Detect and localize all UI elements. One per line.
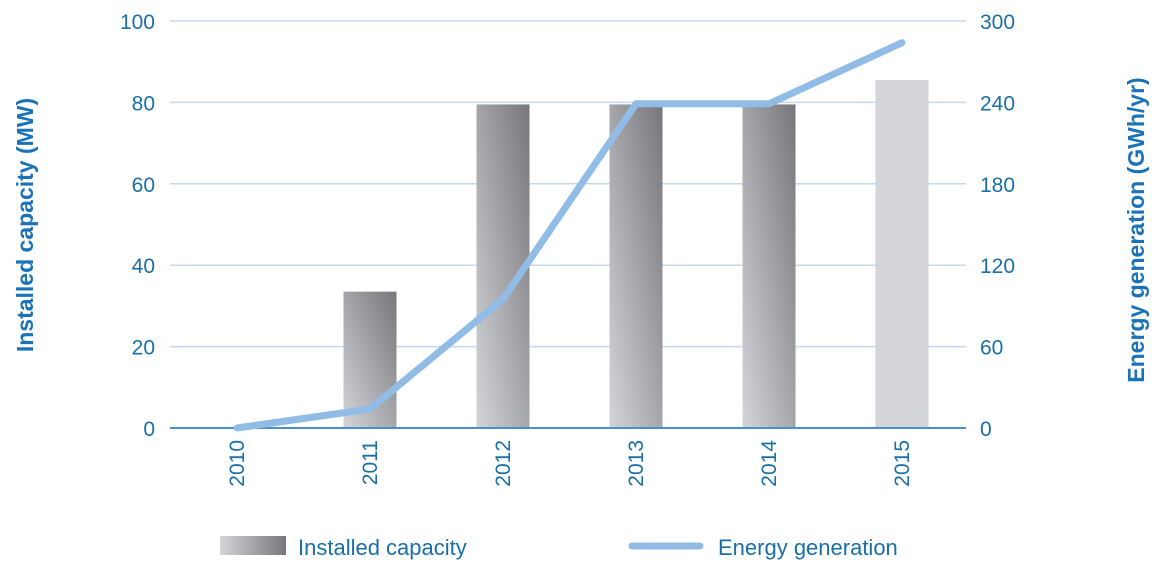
right-axis-title: Energy generation (GWh/yr) — [1123, 77, 1149, 382]
category-label-2013: 2013 — [625, 440, 648, 487]
bars — [343, 80, 929, 428]
bar-2013 — [609, 104, 663, 428]
legend-swatch-installed-capacity — [220, 536, 286, 555]
bar-2015 — [875, 80, 929, 428]
right-tick-label: 240 — [980, 92, 1015, 115]
right-tick-label: 120 — [980, 255, 1015, 278]
energy-generation-line — [233, 39, 906, 432]
right-tick-label: 0 — [980, 418, 992, 441]
energy-line — [233, 39, 906, 432]
left-tick-label: 80 — [132, 92, 155, 115]
category-labels: 2010 2011 2012 2013 2014 2015 — [226, 440, 914, 487]
right-axis-ticks: 0 60 120 180 240 300 — [980, 11, 1015, 441]
left-tick-label: 60 — [132, 174, 155, 197]
bar-2012 — [476, 104, 530, 428]
left-axis-ticks: 0 20 40 60 80 100 — [120, 11, 155, 441]
category-label-2010: 2010 — [226, 440, 249, 487]
category-label-2011: 2011 — [359, 440, 382, 485]
left-tick-label: 100 — [120, 11, 155, 34]
left-axis-title: Installed capacity (MW) — [12, 98, 38, 352]
left-tick-label: 20 — [132, 337, 155, 360]
left-tick-label: 0 — [143, 418, 155, 441]
category-label-2012: 2012 — [492, 440, 515, 487]
gridlines — [170, 20, 966, 348]
legend: Installed capacity Energy generation — [220, 535, 898, 560]
bar-2014 — [742, 104, 796, 428]
left-tick-label: 40 — [132, 255, 155, 278]
legend-label-energy-generation: Energy generation — [718, 535, 898, 560]
category-label-2014: 2014 — [758, 440, 781, 487]
right-tick-label: 180 — [980, 174, 1015, 197]
right-tick-label: 300 — [980, 11, 1015, 34]
right-tick-label: 60 — [980, 337, 1003, 360]
category-label-2015: 2015 — [891, 440, 914, 487]
legend-label-installed-capacity: Installed capacity — [298, 535, 467, 560]
